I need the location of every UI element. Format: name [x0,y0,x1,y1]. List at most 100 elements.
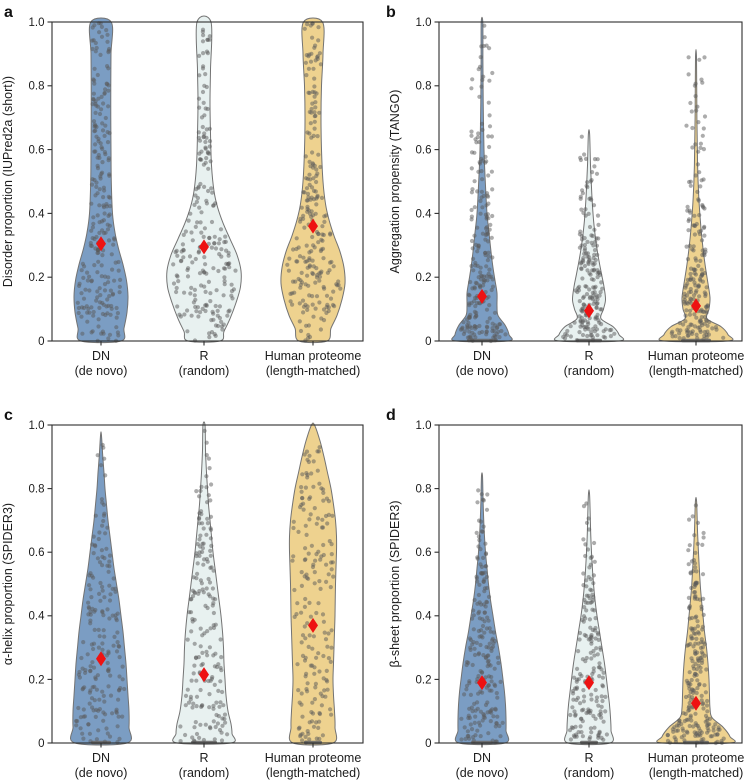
data-point [310,35,315,40]
data-point [94,298,99,303]
data-point [303,636,308,641]
data-point [468,722,473,727]
data-point [600,675,606,680]
data-point [494,325,499,330]
data-point [204,586,209,591]
data-point [174,289,179,295]
data-point [469,217,474,222]
y-tick-label: 1.0 [29,17,45,29]
data-point [287,256,292,261]
data-point [468,334,473,339]
data-point [310,663,315,668]
data-point [182,312,187,317]
data-point [586,254,592,260]
data-point [472,233,477,238]
data-point [478,734,483,739]
mean-diamond [199,667,209,683]
data-point [100,647,105,652]
panel-c: 00.20.40.60.81.0DN(de novo)R(random)Huma… [1,407,364,780]
data-point [200,39,206,44]
data-point [206,493,211,498]
panel-letter-a: a [4,4,13,21]
data-point [107,559,112,564]
data-point [483,675,488,680]
data-point [311,243,316,248]
data-point [179,249,184,254]
data-point [478,562,483,567]
data-point [91,646,96,652]
data-point [582,632,587,638]
data-point [326,631,331,636]
data-point [695,686,700,691]
data-point [99,497,104,502]
data-point [578,324,583,329]
data-point [313,105,318,110]
data-point [85,319,90,324]
data-point [326,656,331,661]
data-point [107,173,112,178]
data-point [115,640,120,645]
data-point [308,121,313,126]
data-point [90,177,95,182]
data-point [312,570,317,575]
data-point [296,688,301,693]
data-point [102,150,107,155]
data-point [600,684,606,689]
data-point [316,651,321,656]
data-point [596,732,601,738]
data-point [596,236,601,241]
jitter-points [74,442,127,745]
data-point [299,610,304,615]
data-point [207,144,212,149]
data-point [204,532,209,537]
data-point [470,187,475,192]
data-point [104,546,109,551]
y-tick-label: 0.6 [416,145,432,157]
data-point [221,266,227,271]
data-point [494,332,499,337]
data-point [89,305,94,310]
data-point [204,453,209,458]
data-point [704,335,709,340]
data-point [197,205,202,210]
data-point [476,488,481,493]
data-point [96,708,101,713]
data-point [102,282,108,287]
data-point [120,677,125,682]
data-point [199,484,204,489]
data-point [601,334,606,339]
data-point [197,735,202,741]
data-point [583,542,588,547]
data-point [219,655,224,660]
data-point [198,181,203,187]
y-tick-label: 0 [425,336,431,348]
data-point [306,195,311,200]
data-point [195,220,200,225]
data-point [100,442,105,448]
data-point [584,292,590,297]
data-point [100,584,105,590]
data-point [87,690,92,695]
data-point [198,722,203,727]
data-point [102,211,107,216]
data-point [587,617,593,622]
data-point [696,149,701,154]
data-point [700,323,705,328]
data-point [212,241,217,246]
data-point [198,533,203,538]
data-point [329,567,334,572]
data-point [495,695,500,700]
data-point [585,268,590,273]
data-point [95,289,100,294]
data-point [106,667,111,672]
data-point [693,173,698,178]
data-point [493,706,498,712]
data-point [481,74,486,79]
data-point [485,710,490,715]
data-point [328,296,334,301]
data-point [182,290,187,295]
data-point [306,551,311,556]
data-point [105,660,110,666]
panel-letter-d: d [386,407,396,424]
data-point [92,81,97,86]
